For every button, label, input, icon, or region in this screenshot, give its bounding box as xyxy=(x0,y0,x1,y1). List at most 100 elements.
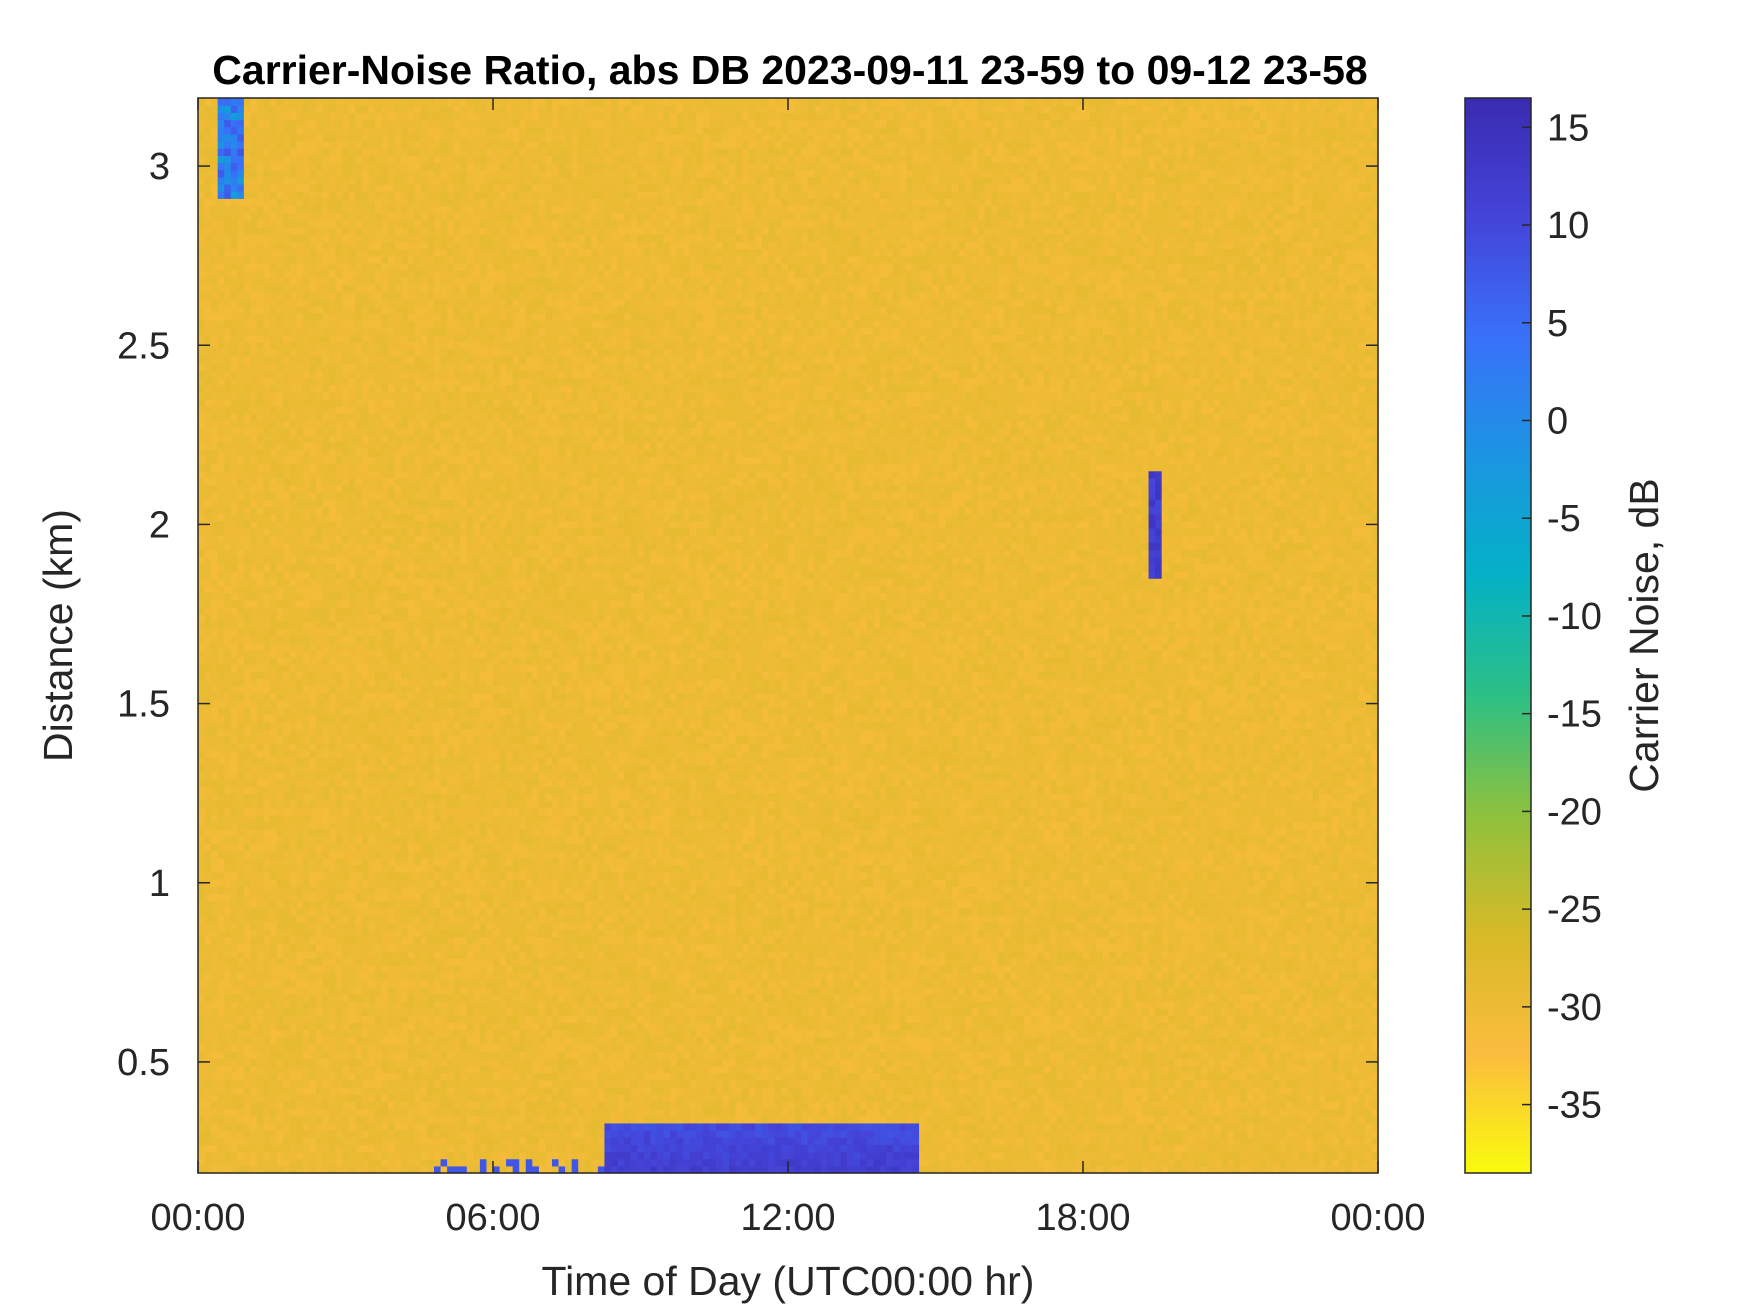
heatmap-cell xyxy=(204,184,212,192)
heatmap-cell xyxy=(198,528,206,536)
heatmap-cell xyxy=(316,1108,324,1117)
heatmap-cell xyxy=(355,176,363,185)
heatmap-cell xyxy=(342,556,350,565)
heatmap-cell xyxy=(270,657,278,665)
heatmap-cell xyxy=(283,1108,291,1117)
heatmap-cell xyxy=(243,1094,252,1102)
heatmap-cell xyxy=(276,528,284,536)
heatmap-cell xyxy=(381,298,389,307)
heatmap-cell xyxy=(316,377,324,386)
heatmap-cell xyxy=(263,671,271,680)
heatmap-cell xyxy=(211,692,219,701)
heatmap-cell xyxy=(414,979,422,988)
heatmap-cell xyxy=(348,169,356,178)
heatmap-cell xyxy=(283,642,291,651)
heatmap-cell xyxy=(388,1008,396,1016)
heatmap-cell xyxy=(257,133,265,142)
heatmap-cell xyxy=(283,492,291,500)
heatmap-cell xyxy=(375,176,383,185)
heatmap-cell xyxy=(198,1108,206,1117)
heatmap-cell xyxy=(355,198,363,207)
heatmap-cell xyxy=(361,1158,370,1167)
heatmap-cell xyxy=(257,219,265,228)
heatmap-cell xyxy=(407,943,415,952)
heatmap-cell xyxy=(414,950,422,959)
heatmap-cell xyxy=(388,915,396,923)
heatmap-cell xyxy=(289,320,297,328)
heatmap-cell xyxy=(289,929,297,938)
heatmap-cell xyxy=(388,98,396,106)
heatmap-cell xyxy=(322,105,330,113)
heatmap-cell xyxy=(217,606,225,615)
heatmap-cell xyxy=(276,793,284,801)
heatmap-cell xyxy=(263,692,271,701)
heatmap-cell xyxy=(368,463,376,472)
heatmap-cell xyxy=(224,786,232,794)
heatmap-cell xyxy=(375,399,383,407)
heatmap-cell xyxy=(368,413,376,422)
heatmap-cell xyxy=(270,184,278,192)
heatmap-cell xyxy=(257,943,265,952)
heatmap-cell xyxy=(342,492,350,500)
heatmap-cell xyxy=(381,628,389,637)
heatmap-cell xyxy=(335,420,343,429)
heatmap-cell xyxy=(407,499,415,508)
heatmap-cell xyxy=(368,979,376,988)
heatmap-cell xyxy=(368,800,376,809)
heatmap-cell xyxy=(381,614,389,622)
heatmap-cell xyxy=(407,692,415,701)
heatmap-cell xyxy=(276,807,284,816)
heatmap-cell xyxy=(394,893,402,902)
heatmap-cell xyxy=(204,979,212,988)
heatmap-cell xyxy=(237,1051,245,1059)
heatmap-cell xyxy=(263,413,271,422)
heatmap-cell xyxy=(388,363,396,371)
heatmap-cell xyxy=(263,628,271,637)
heatmap-cell xyxy=(217,391,225,400)
heatmap-cell xyxy=(243,1122,252,1131)
heatmap-cell xyxy=(394,958,402,966)
heatmap-cell xyxy=(394,671,402,680)
heatmap-cell xyxy=(257,270,265,278)
heatmap-cell xyxy=(257,678,265,687)
heatmap-cell xyxy=(381,599,389,608)
heatmap-cell xyxy=(316,341,324,350)
heatmap-cell xyxy=(243,929,252,938)
heatmap-cell xyxy=(329,255,337,264)
heatmap-cell xyxy=(355,1029,363,1038)
heatmap-cell xyxy=(335,248,343,257)
heatmap-cell xyxy=(204,399,212,407)
heatmap-cell xyxy=(211,219,219,228)
heatmap-cell xyxy=(270,1130,278,1138)
heatmap-cell xyxy=(283,148,291,156)
heatmap-cell xyxy=(296,649,304,658)
heatmap-cell xyxy=(355,771,363,780)
heatmap-cell xyxy=(224,1072,232,1081)
heatmap-cell xyxy=(329,771,337,780)
heatmap-cell xyxy=(204,707,212,715)
heatmap-cell xyxy=(198,692,206,701)
heatmap-cell xyxy=(263,434,271,443)
heatmap-cell xyxy=(224,377,232,386)
heatmap-cell xyxy=(375,578,383,586)
heatmap-cell xyxy=(217,929,225,938)
heatmap-cell xyxy=(283,585,291,594)
heatmap-cell xyxy=(348,255,356,264)
heatmap-cell xyxy=(263,391,271,400)
heatmap-cell xyxy=(283,1165,291,1174)
heatmap-cell xyxy=(414,1108,422,1117)
heatmap-cell xyxy=(237,972,245,981)
heatmap-cell xyxy=(224,176,232,185)
heatmap-cell xyxy=(322,1108,330,1117)
heatmap-cell xyxy=(250,929,258,938)
heatmap-cell xyxy=(342,958,350,966)
heatmap-cell xyxy=(329,298,337,307)
heatmap-cell xyxy=(224,915,232,923)
heatmap-cell xyxy=(309,606,317,615)
heatmap-cell xyxy=(322,1058,330,1067)
heatmap-cell xyxy=(204,427,212,436)
heatmap-cell xyxy=(302,485,311,493)
heatmap-cell xyxy=(263,305,271,314)
heatmap-cell xyxy=(375,857,383,866)
heatmap-cell xyxy=(270,872,278,880)
